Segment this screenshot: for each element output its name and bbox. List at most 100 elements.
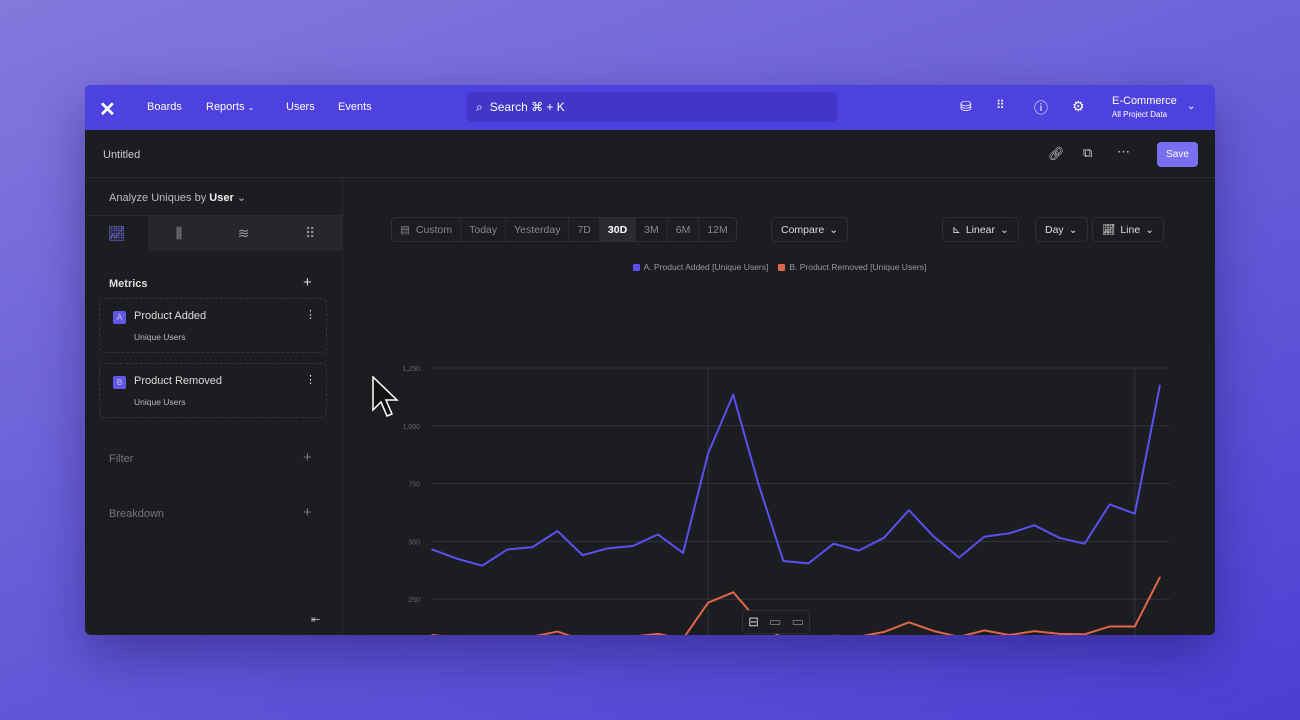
data-point [1108, 625, 1111, 628]
insights-tab-icon[interactable]: 📈︎ [107, 225, 126, 241]
project-selector[interactable]: E-Commerce All Project Data [1112, 95, 1177, 119]
more-icon[interactable]: ⋯ [1117, 144, 1130, 159]
search-input[interactable]: ⌕ Search ⌘ + K [467, 92, 837, 122]
data-point [1008, 634, 1011, 635]
range-yesterday[interactable]: Yesterday [506, 218, 570, 241]
data-point [1134, 512, 1136, 515]
metric-card-b[interactable]: B Product Removed Unique Users ⋮ [99, 363, 327, 418]
retention-tab-icon[interactable]: ⠿ [304, 225, 316, 241]
data-point [632, 545, 634, 547]
range-today[interactable]: Today [461, 218, 507, 241]
data-point [1058, 537, 1061, 539]
chevron-down-icon[interactable]: ⌄ [1187, 101, 1196, 112]
project-name: E-Commerce [1112, 95, 1177, 107]
legend-swatch [632, 264, 640, 271]
data-point [832, 542, 835, 545]
data-point [456, 557, 458, 560]
data-point [581, 554, 584, 557]
settings-icon[interactable]: ⚙ [1072, 98, 1085, 114]
data-point [657, 533, 659, 536]
metric-card-a[interactable]: A Product Added Unique Users ⋮ [99, 298, 327, 353]
interval-selector[interactable]: Day ⌄ [1035, 217, 1088, 242]
report-header: Untitled 🔗︎ ⧉ ⋯ Save [85, 130, 1215, 178]
database-icon[interactable]: ⛁ [960, 98, 972, 114]
legend-item-b[interactable]: B. Product Removed [Unique Users] [778, 262, 926, 272]
chevron-down-icon: ⌄ [236, 192, 247, 204]
chart-type-selector[interactable]: 📈︎ Line ⌄ [1092, 217, 1165, 242]
chevron-down-icon: ⌄ [1068, 223, 1078, 236]
layout-table-icon[interactable]: ▭ [791, 614, 804, 629]
metrics-label: Metrics [109, 278, 148, 290]
apps-grid-icon[interactable]: ⠿ [996, 98, 1005, 112]
add-filter-icon[interactable]: + [303, 449, 312, 466]
logo-icon[interactable]: ✕ [99, 99, 116, 121]
data-point [807, 562, 810, 565]
search-icon: ⌕ [476, 99, 483, 114]
flows-tab-icon[interactable]: ≋ [237, 225, 250, 241]
chevron-down-icon: ⌄ [1145, 223, 1155, 236]
range-3m[interactable]: 3M [636, 218, 668, 241]
chevron-down-icon: ⌄ [829, 223, 838, 236]
data-point [958, 556, 960, 559]
range-7d[interactable]: 7D [569, 218, 600, 241]
app-window: ✕ Boards Reports ⌄ Users Events ⌕ Search … [85, 85, 1215, 635]
calendar-icon: ▤ [400, 223, 410, 236]
range-12m[interactable]: 12M [707, 223, 728, 236]
legend-swatch [778, 264, 786, 271]
scale-selector[interactable]: ⊾ Linear ⌄ [942, 217, 1019, 242]
funnels-tab-icon[interactable]: ⫼ [175, 225, 183, 241]
layout-split-icon[interactable]: ⊟ [748, 614, 759, 629]
data-point [431, 634, 433, 635]
analyze-by[interactable]: Analyze Uniques by User ⌄ [109, 191, 246, 204]
y-tick-label: 750 [408, 482, 420, 489]
data-point [1159, 576, 1161, 579]
data-point [908, 509, 910, 511]
y-tick-label: 500 [408, 539, 420, 546]
chevron-down-icon: ⌄ [1000, 223, 1009, 236]
help-icon[interactable]: ⓘ [1034, 100, 1048, 116]
data-point [732, 393, 734, 396]
data-point [1033, 524, 1036, 527]
filter-label: Filter [109, 453, 134, 465]
duplicate-icon[interactable]: ⧉ [1083, 145, 1093, 160]
nav-reports[interactable]: Reports ⌄ [206, 101, 254, 113]
data-point [707, 601, 709, 604]
data-point [883, 631, 885, 633]
chart-type-tabs: 📈︎ ⫼ ≋ ⠿ [85, 215, 343, 251]
nav-users[interactable]: Users [286, 101, 315, 113]
data-point [983, 535, 985, 538]
data-point [883, 537, 885, 539]
collapse-sidebar-icon[interactable]: ⇤ [311, 614, 321, 626]
top-nav: ✕ Boards Reports ⌄ Users Events ⌕ Search … [85, 85, 1215, 130]
metric-name: Product Removed [134, 375, 223, 387]
nav-events[interactable]: Events [338, 101, 372, 113]
kebab-icon[interactable]: ⋮ [305, 374, 316, 386]
data-point [606, 547, 609, 550]
data-point [1033, 630, 1036, 632]
add-metric-icon[interactable]: + [303, 274, 312, 291]
data-point [908, 621, 910, 624]
compare-button[interactable]: Compare ⌄ [771, 217, 848, 242]
analyze-label: Analyze Uniques by [109, 192, 207, 204]
add-breakdown-icon[interactable]: + [303, 504, 312, 521]
interval-label: Day [1045, 223, 1064, 236]
y-tick-label: 250 [408, 597, 420, 604]
report-title[interactable]: Untitled [103, 149, 141, 161]
project-scope: All Project Data [1112, 110, 1168, 119]
data-point [657, 633, 659, 635]
legend-item-a[interactable]: A. Product Added [Unique Users] [632, 262, 768, 272]
nav-boards[interactable]: Boards [147, 101, 182, 113]
data-point [1058, 633, 1061, 635]
layout-chart-icon[interactable]: ▭ [769, 614, 782, 629]
range-30d[interactable]: 30D [599, 218, 637, 241]
save-button[interactable]: Save [1157, 142, 1198, 167]
chart-type-label: Line [1120, 223, 1141, 236]
layout-switcher: ⊟ ▭ ▭ [742, 610, 810, 634]
range-custom[interactable]: ▤ Custom [392, 218, 462, 241]
range-6m[interactable]: 6M [668, 218, 700, 241]
link-icon[interactable]: 🔗︎ [1048, 146, 1065, 161]
range-label: Custom [415, 223, 453, 236]
kebab-icon[interactable]: ⋮ [305, 309, 316, 321]
data-point [757, 482, 760, 485]
